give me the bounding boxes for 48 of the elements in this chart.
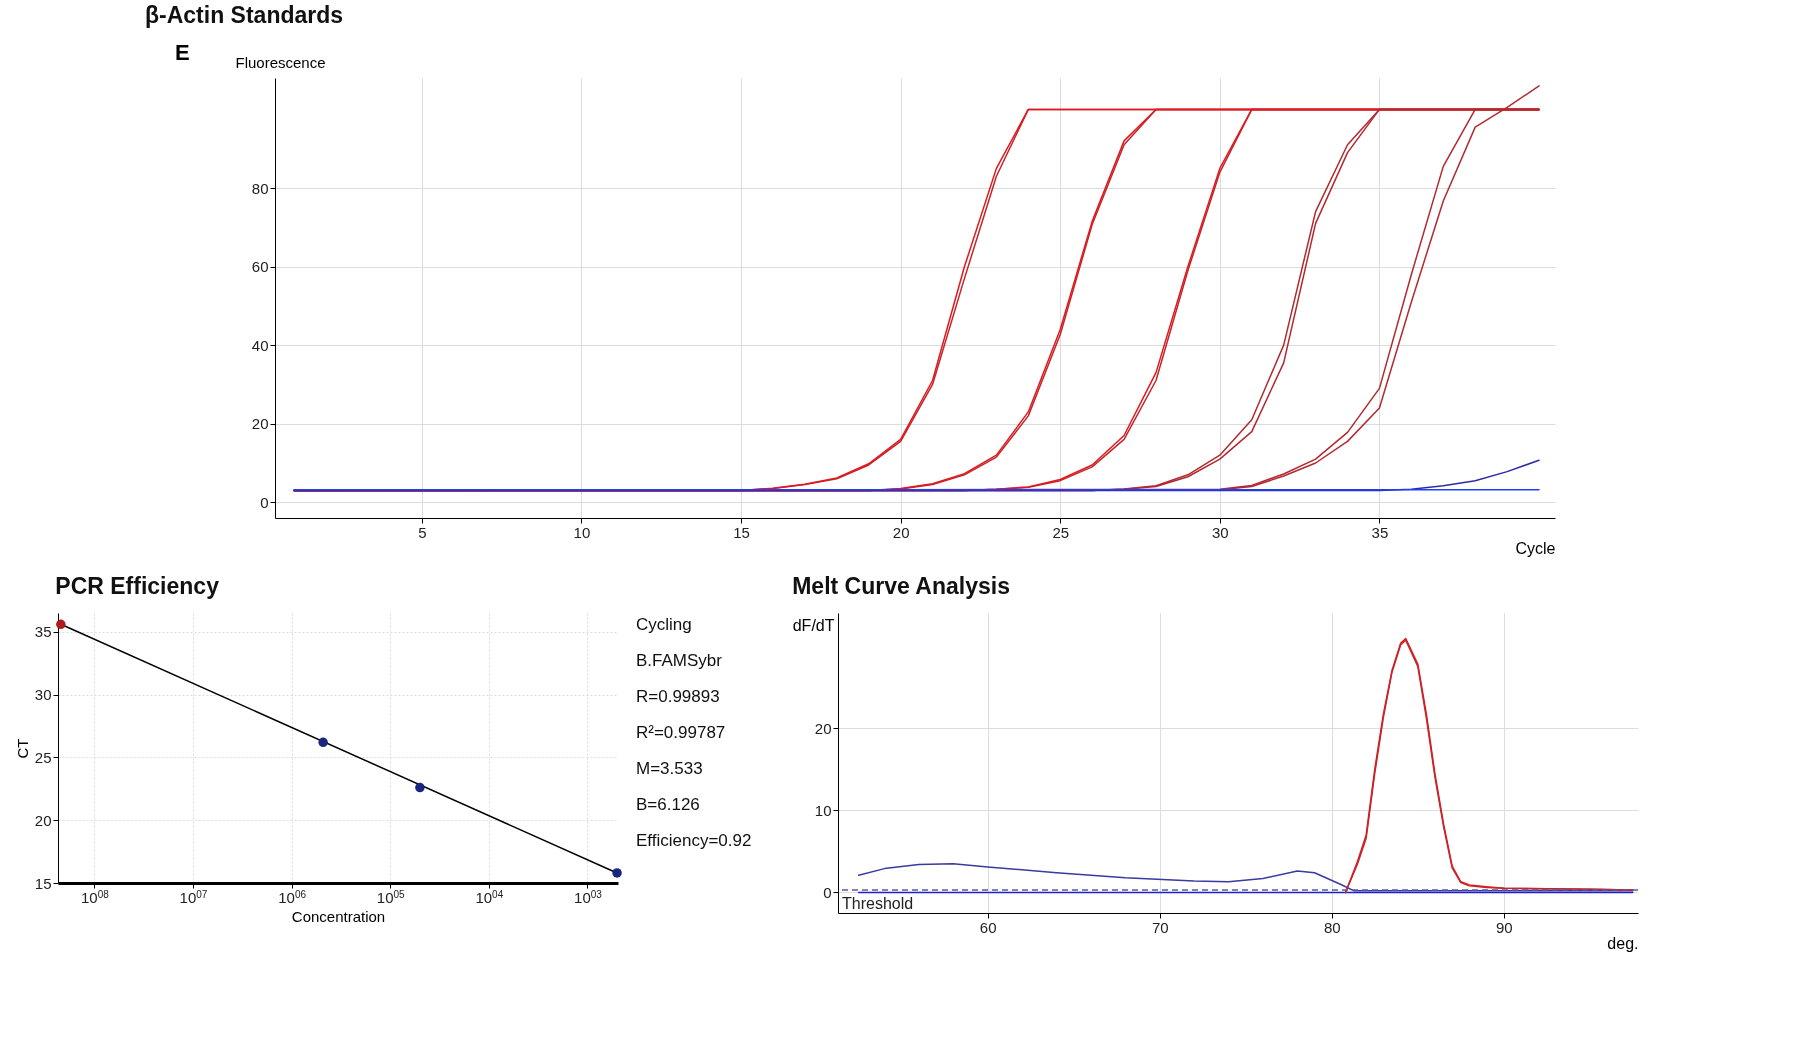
y-tick-label: 40	[251, 336, 269, 354]
chart-title: PCR Efficiency	[55, 573, 220, 599]
x-tick-label: 10$^{03}$	[574, 888, 603, 906]
x-tick-label: 70	[1151, 918, 1169, 936]
x-tick-label: 10	[573, 523, 591, 541]
text: Efficiency=0.92	[636, 831, 752, 850]
text: Cycling	[636, 615, 692, 634]
y-tick-label: 35	[34, 623, 52, 641]
x-tick-label: 10$^{05}$	[376, 888, 406, 906]
x-tick-label: 10$^{07}$	[179, 888, 208, 906]
x-tick-label: 80	[1323, 918, 1341, 936]
x-tick-label: 20	[892, 523, 910, 541]
x-tick-label: 30	[1211, 523, 1229, 541]
chart-title: β-Actin Standards	[145, 2, 344, 28]
y-tick-label: 10	[814, 801, 832, 819]
x-axis-title: Cycle	[1515, 539, 1556, 557]
x-axis-title: deg.	[1607, 934, 1639, 952]
y-tick-label: 25	[34, 748, 52, 766]
y-tick-label: 20	[34, 811, 52, 829]
text: M=3.533	[636, 759, 703, 778]
chart-title: Melt Curve Analysis	[792, 573, 1010, 599]
y-tick-label: 30	[34, 686, 52, 704]
y-tick-label: 60	[251, 258, 269, 276]
text: B.FAMSybr	[636, 651, 723, 670]
y-tick-label: 80	[251, 179, 269, 197]
text: R=0.99893	[636, 687, 720, 706]
text: E	[175, 40, 190, 65]
x-axis-title: Concentration	[291, 907, 386, 925]
y-axis-title: CT	[13, 738, 31, 759]
text: B=6.126	[636, 795, 700, 814]
y-tick-label: 0	[823, 883, 832, 901]
y-tick-label: 0	[260, 493, 269, 511]
x-tick-label: 5	[418, 523, 427, 541]
y-tick-label: 20	[251, 415, 269, 433]
y-axis-title: Fluorescence	[235, 53, 326, 71]
x-tick-label: 90	[1495, 918, 1513, 936]
x-tick-label: 35	[1371, 523, 1389, 541]
x-tick-label: 15	[733, 523, 750, 541]
x-tick-label: 10$^{06}$	[278, 888, 307, 906]
y-tick-label: 20	[814, 719, 832, 737]
y-axis-title: dF/dT	[792, 616, 835, 634]
y-tick-label: 15	[34, 874, 52, 892]
x-tick-label: 60	[979, 918, 997, 936]
x-tick-label: 10$^{08}$	[81, 888, 110, 906]
ref-line-label: Threshold	[842, 894, 914, 912]
text: R²=0.99787	[636, 723, 726, 742]
x-tick-label: 25	[1052, 523, 1070, 541]
x-tick-label: 10$^{04}$	[475, 888, 504, 906]
